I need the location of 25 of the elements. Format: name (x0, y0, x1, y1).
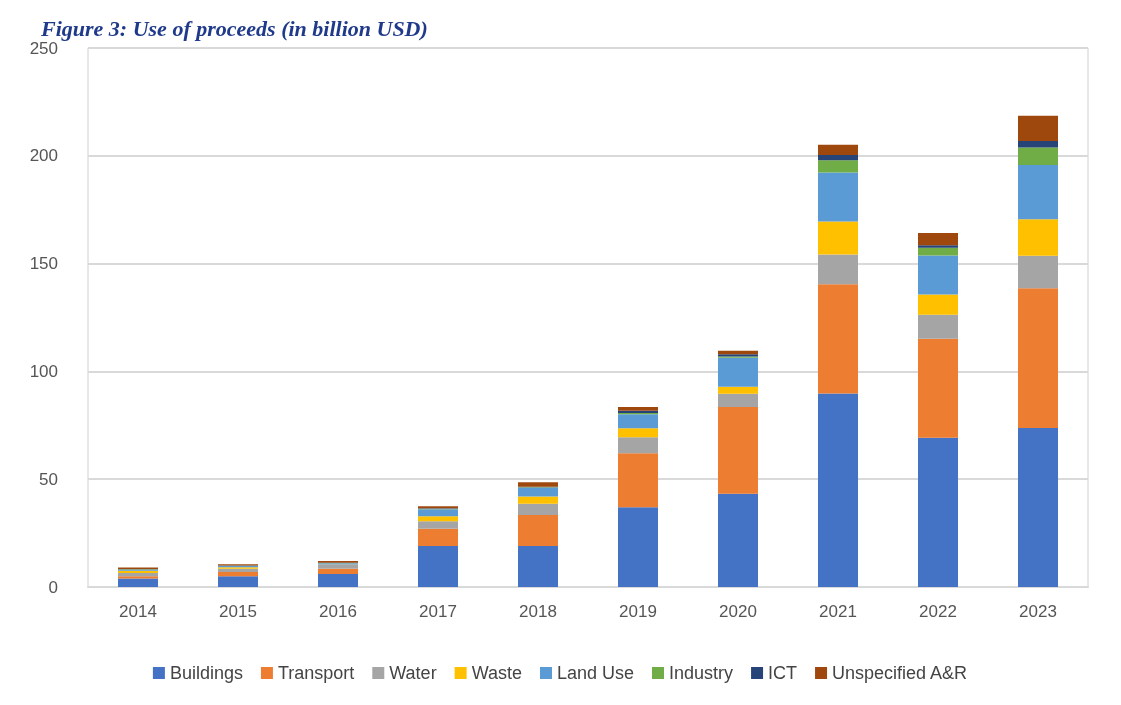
y-tick-label: 50 (39, 469, 58, 489)
x-tick-label: 2019 (619, 602, 657, 621)
x-tick-label: 2023 (1019, 602, 1057, 621)
legend-label: Water (389, 663, 437, 683)
x-tick-label: 2014 (119, 602, 157, 621)
legend-label: Waste (471, 663, 522, 683)
x-tick-label: 2017 (419, 602, 457, 621)
chart-title: Figure 3: Use of proceeds (in billion USD) (40, 15, 428, 41)
y-tick-label: 200 (29, 146, 58, 166)
y-tick-label: 100 (29, 361, 58, 381)
legend-label: Transport (277, 663, 355, 683)
y-tick-label: 250 (29, 38, 58, 58)
legend-label: Industry (669, 663, 734, 683)
legend-label: Unspecified A&R (832, 663, 968, 683)
legend-label: ICT (768, 663, 798, 683)
x-tick-label: 2020 (719, 602, 757, 621)
y-tick-label: 150 (29, 254, 58, 274)
legend-label: Buildings (169, 663, 243, 683)
legend-label: Land Use (556, 663, 635, 683)
x-tick-label: 2022 (919, 602, 957, 621)
x-tick-label: 2015 (219, 602, 257, 621)
x-tick-label: 2018 (519, 602, 557, 621)
y-tick-label: 0 (48, 577, 58, 597)
x-tick-label: 2021 (819, 602, 857, 621)
x-tick-label: 2016 (319, 602, 357, 621)
